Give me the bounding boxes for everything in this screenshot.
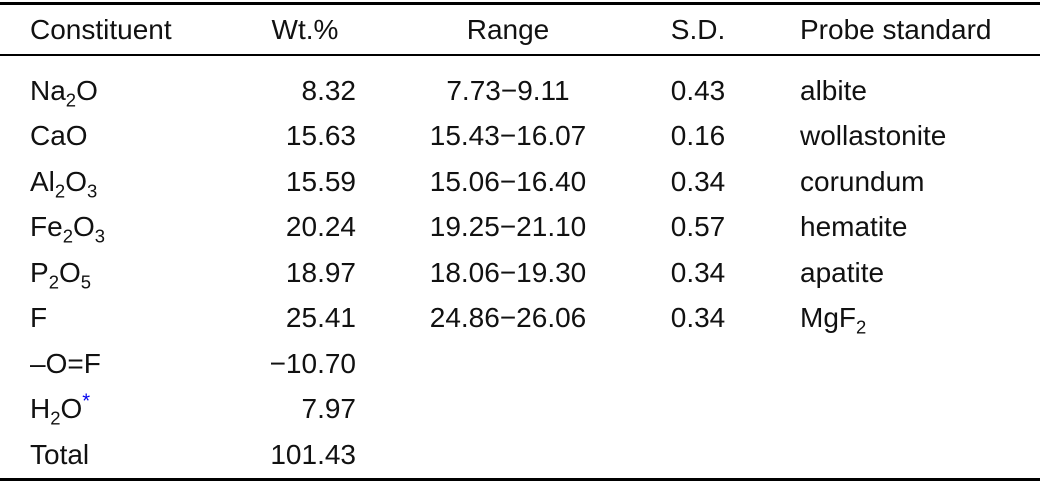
standard-cell: corundum [800, 165, 925, 197]
wtpct-cell: 25.41 [285, 302, 356, 334]
column-header-sd: S.D. [656, 3, 752, 56]
sd-cell [656, 341, 752, 387]
constituent-cell: CaO [30, 120, 88, 152]
table-row: P2O5 18.97 18.06−19.30 0.34 apatite [0, 250, 1040, 296]
constituent-cell: H2O* [30, 390, 91, 429]
wtpct-cell: −10.70 [269, 347, 356, 379]
wtpct-cell: 15.59 [285, 165, 356, 197]
standard-cell: apatite [800, 256, 885, 288]
sd-cell: 0.43 [670, 74, 726, 106]
wtpct-cell: 18.97 [285, 256, 356, 288]
standard-cell [752, 432, 1040, 479]
table-row: –O=F −10.70 [0, 341, 1040, 387]
constituent-cell: Total [30, 438, 90, 470]
column-header-range: Range [360, 3, 656, 56]
constituent-cell: F [30, 302, 48, 334]
standard-cell: hematite [800, 211, 908, 243]
footnote-star-link[interactable]: * [82, 390, 91, 413]
range-cell: 15.43−16.07 [429, 120, 587, 152]
wtpct-cell: 101.43 [270, 438, 356, 470]
standard-cell: albite [800, 74, 867, 106]
range-cell [360, 341, 656, 387]
column-header-constituent: Constituent [0, 3, 250, 56]
sd-cell [656, 432, 752, 479]
subscript: 2 [62, 225, 73, 247]
subscript: 3 [86, 180, 98, 202]
subscript: 2 [48, 271, 59, 293]
sd-cell: 0.16 [670, 120, 726, 152]
standard-cell: MgF2 [800, 302, 867, 338]
column-header-wtpct: Wt.% [250, 3, 360, 56]
sd-cell: 0.57 [670, 211, 726, 243]
table-header: Constituent Wt.% Range S.D. Probe standa… [0, 3, 1040, 56]
subscript: 2 [856, 316, 867, 338]
sd-cell [656, 387, 752, 433]
standard-cell [752, 387, 1040, 433]
constituent-cell: P2O5 [30, 256, 92, 293]
table-body: Na2O 8.32 7.73−9.11 0.43 albite CaO 15.63 15.43… [0, 55, 1040, 479]
table-row: F 25.41 24.86−26.06 0.34 MgF2 [0, 296, 1040, 342]
constituent-cell: Al2O3 [30, 165, 98, 202]
standard-cell: wollastonite [800, 120, 947, 152]
range-cell: 7.73−9.11 [446, 74, 570, 106]
range-cell [360, 387, 656, 433]
range-cell: 19.25−21.10 [429, 211, 587, 243]
header-row: Constituent Wt.% Range S.D. Probe standa… [0, 3, 1040, 56]
range-cell: 18.06−19.30 [429, 256, 587, 288]
constituent-cell: Fe2O3 [30, 211, 106, 247]
table-row: Na2O 8.32 7.73−9.11 0.43 albite [0, 55, 1040, 114]
wtpct-cell: 15.63 [285, 120, 356, 152]
subscript: 2 [65, 89, 77, 111]
table-row: H2O* 7.97 [0, 387, 1040, 433]
constituent-cell: –O=F [30, 347, 101, 379]
subscript: 2 [50, 407, 61, 429]
wtpct-cell: 8.32 [301, 74, 357, 106]
subscript: 2 [54, 180, 66, 202]
table-row: Al2O3 15.59 15.06−16.40 0.34 corundum [0, 159, 1040, 205]
sd-cell: 0.34 [670, 256, 726, 288]
sd-cell: 0.34 [670, 302, 726, 334]
table-row: Fe2O3 20.24 19.25−21.10 0.57 hematite [0, 205, 1040, 251]
subscript: 5 [80, 271, 92, 293]
table-row: Total 101.43 [0, 432, 1040, 479]
constituent-cell: Na2O [30, 74, 98, 111]
sd-cell: 0.34 [670, 165, 726, 197]
wtpct-cell: 20.24 [285, 211, 356, 243]
range-cell: 24.86−26.06 [429, 302, 587, 334]
table-row: CaO 15.63 15.43−16.07 0.16 wollastonite [0, 114, 1040, 160]
wtpct-cell: 7.97 [301, 393, 357, 425]
subscript: 3 [94, 225, 106, 247]
range-cell: 15.06−16.40 [429, 165, 587, 197]
range-cell [360, 432, 656, 479]
standard-cell [752, 341, 1040, 387]
column-header-probe-standard: Probe standard [752, 3, 1040, 56]
